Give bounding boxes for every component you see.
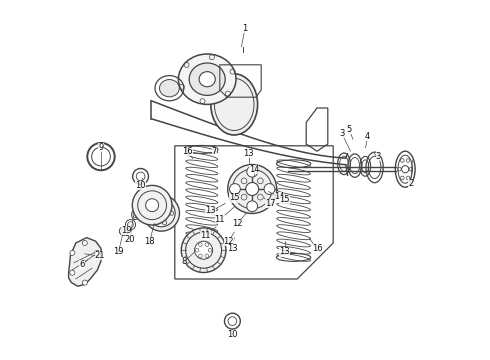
Circle shape (247, 201, 258, 212)
Ellipse shape (160, 80, 179, 97)
Circle shape (181, 228, 226, 273)
Text: 13: 13 (205, 206, 216, 215)
Text: 12: 12 (233, 219, 243, 228)
Circle shape (245, 183, 259, 195)
Text: 5: 5 (347, 125, 352, 134)
Text: 11: 11 (215, 215, 225, 224)
Text: 14: 14 (249, 165, 259, 174)
Text: 18: 18 (144, 237, 155, 246)
Circle shape (82, 240, 87, 246)
Text: 4: 4 (365, 132, 370, 141)
Circle shape (146, 199, 159, 212)
Text: 15: 15 (279, 195, 290, 204)
Text: 3: 3 (340, 129, 345, 138)
Text: 13: 13 (244, 149, 254, 158)
Text: 19: 19 (121, 226, 131, 235)
Text: 13: 13 (279, 248, 290, 256)
Text: 19: 19 (113, 248, 123, 256)
Text: 2: 2 (408, 179, 413, 188)
Text: 16: 16 (182, 147, 193, 156)
Text: 1: 1 (243, 24, 247, 33)
Circle shape (156, 208, 167, 219)
Text: 10: 10 (135, 181, 146, 190)
Text: 7: 7 (212, 147, 217, 156)
Text: 17: 17 (265, 199, 275, 208)
Circle shape (132, 185, 172, 225)
Text: 8: 8 (181, 256, 187, 265)
Circle shape (70, 251, 75, 256)
Circle shape (195, 241, 213, 259)
Circle shape (229, 184, 240, 194)
Circle shape (82, 280, 87, 285)
Circle shape (228, 165, 277, 213)
Polygon shape (69, 238, 101, 286)
Circle shape (95, 251, 100, 256)
Circle shape (144, 195, 179, 231)
Text: 15: 15 (229, 194, 240, 202)
Text: 16: 16 (312, 244, 322, 253)
Text: 20: 20 (124, 235, 135, 244)
Ellipse shape (211, 74, 258, 135)
Text: 10: 10 (227, 330, 238, 338)
Ellipse shape (199, 72, 215, 87)
Circle shape (70, 270, 75, 275)
Text: 11: 11 (200, 231, 211, 240)
Text: 12: 12 (223, 237, 234, 246)
Ellipse shape (178, 54, 236, 104)
Text: 6: 6 (79, 260, 85, 269)
Circle shape (247, 166, 258, 177)
Text: 13: 13 (227, 244, 238, 253)
Circle shape (264, 184, 275, 194)
Text: 9: 9 (98, 143, 103, 152)
Text: 21: 21 (95, 251, 105, 260)
Text: 3: 3 (375, 152, 381, 161)
Text: 14: 14 (274, 192, 285, 201)
Ellipse shape (189, 63, 225, 95)
